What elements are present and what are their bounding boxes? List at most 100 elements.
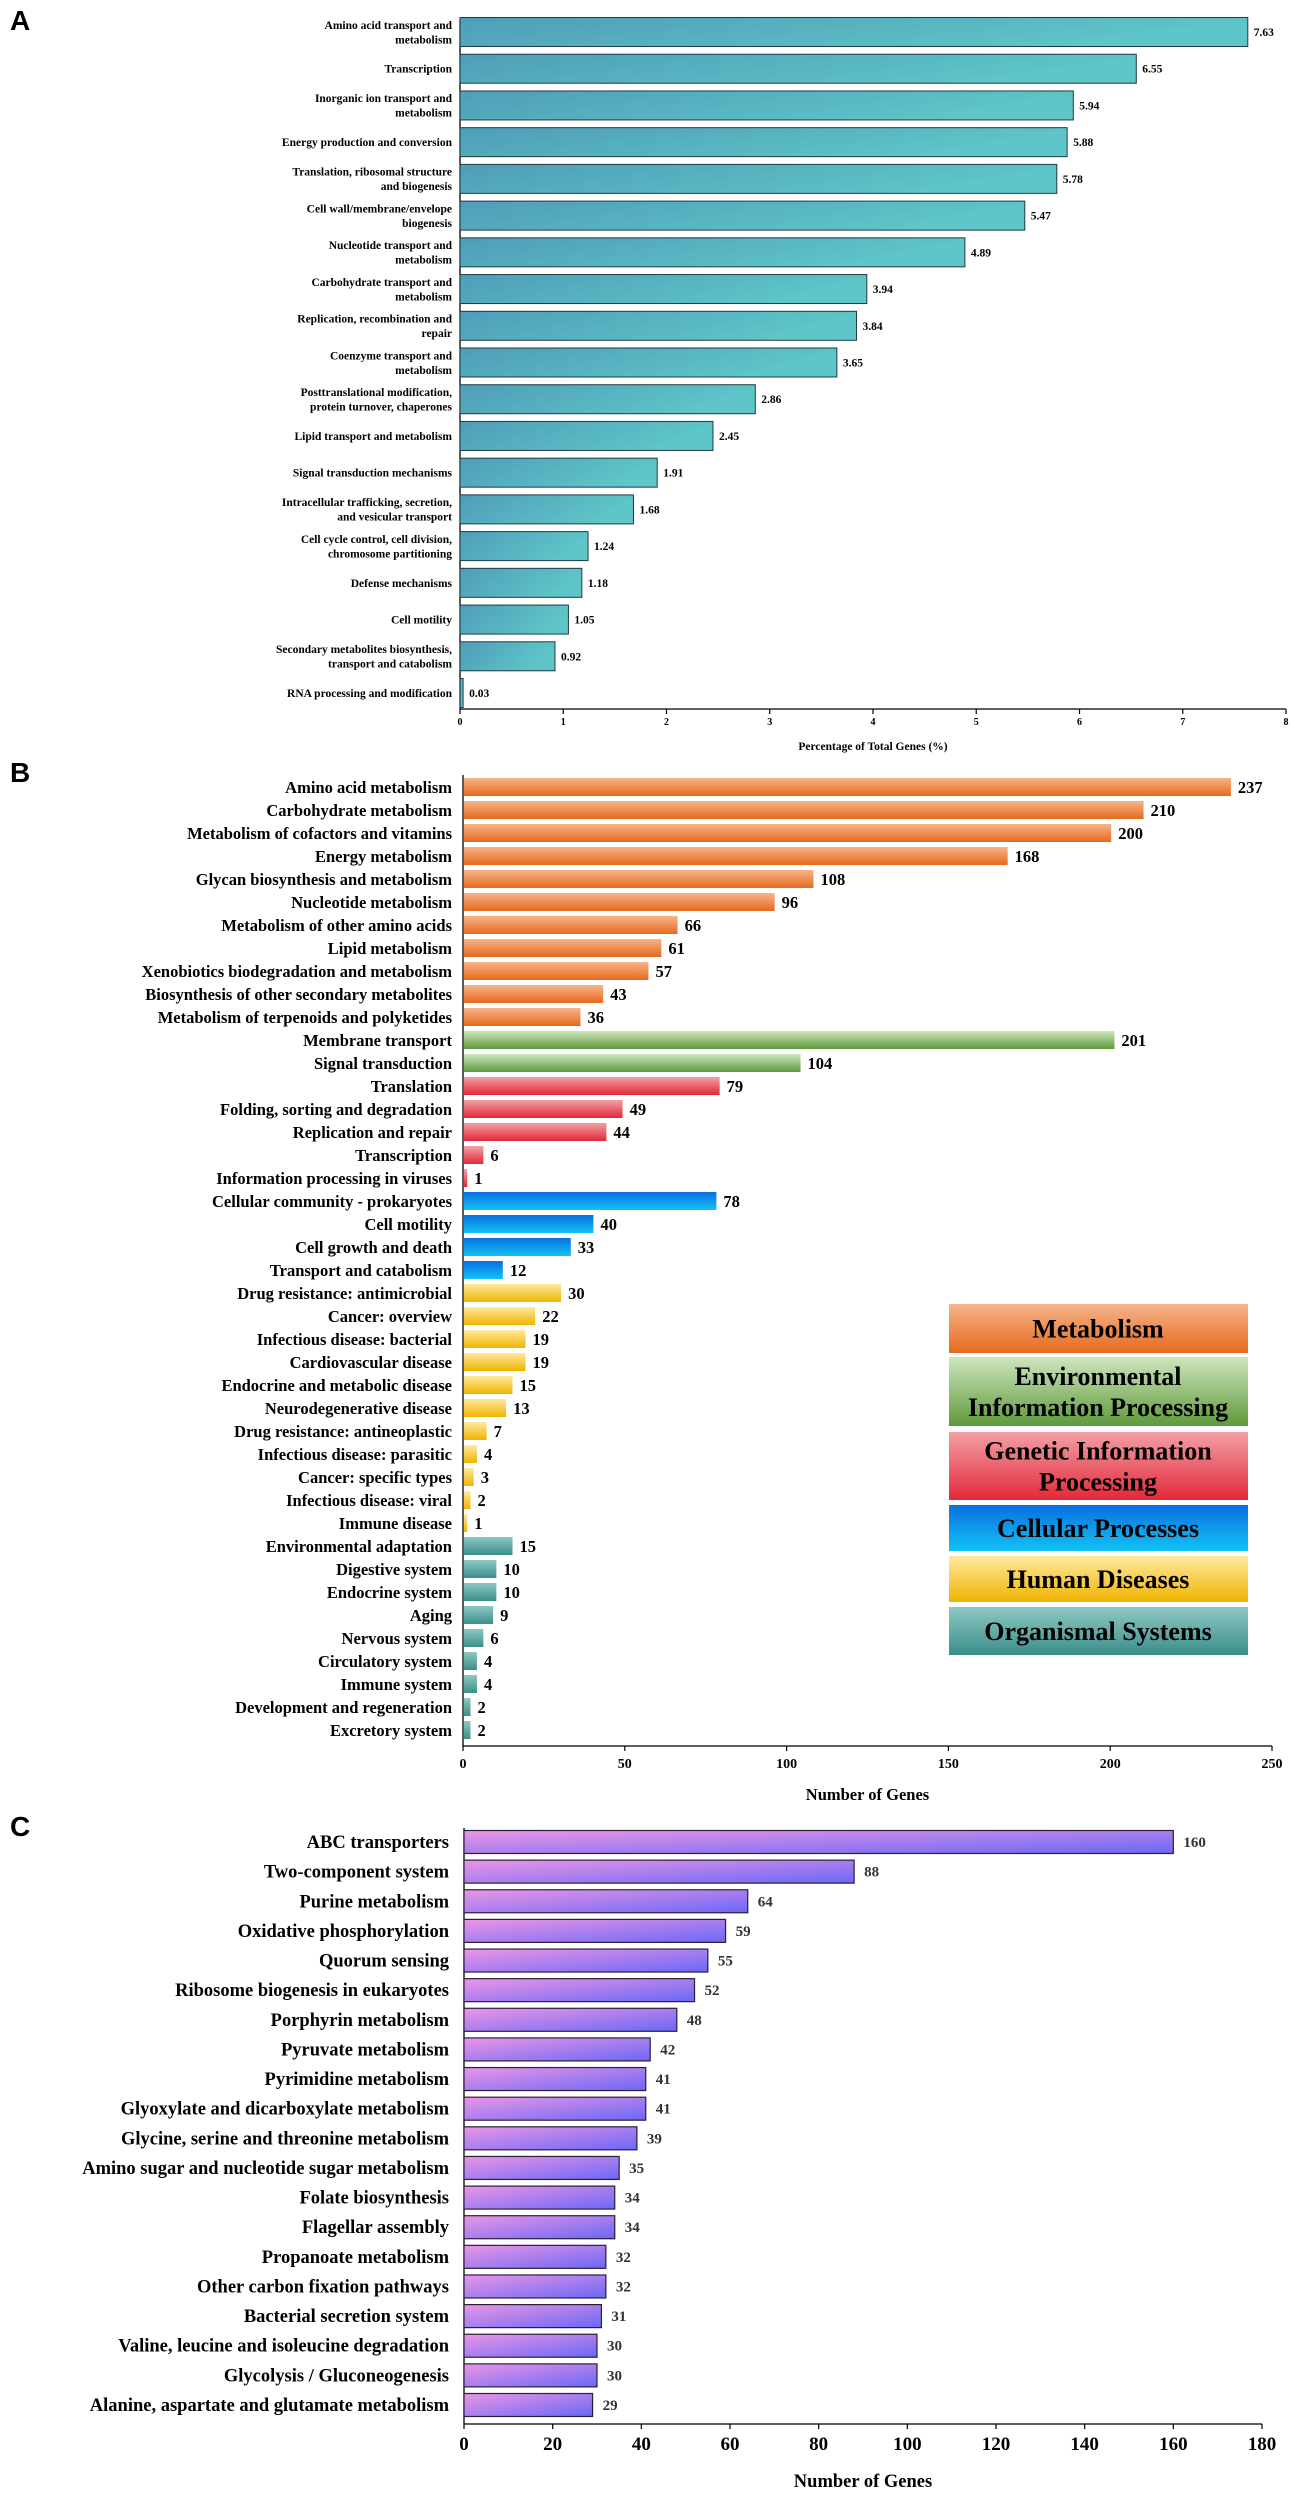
data-label: 30 [568,1284,585,1303]
x-tick-label: 8 [1284,717,1289,728]
x-tick-label: 7 [1180,717,1185,728]
category-label: Development and regeneration [235,1698,452,1717]
bar [463,2037,651,2062]
data-label: 2 [477,1491,485,1510]
category-label: Coenzyme transport and [330,350,453,362]
data-label: 59 [736,1924,751,1940]
data-label: 5.94 [1079,100,1099,112]
bar [464,1307,536,1325]
category-label: Information processing in viruses [216,1169,452,1188]
data-label: 3.65 [843,358,863,370]
bar [459,53,1137,84]
data-label: 96 [782,893,799,912]
data-label: 7 [494,1422,502,1441]
bar [464,1606,494,1624]
x-tick-label: 100 [893,2434,922,2455]
x-tick-label: 2 [664,717,669,728]
bar [464,1123,607,1141]
data-label: 78 [723,1192,740,1211]
category-label: Pyrimidine metabolism [265,2070,450,2090]
category-label: ABC transporters [307,1833,449,1853]
bar [464,893,775,911]
category-label: Cell growth and death [295,1238,452,1257]
bar [459,457,658,488]
data-label: 168 [1015,847,1040,866]
data-label: 1.68 [639,504,659,516]
data-label: 35 [629,2161,644,2177]
data-label: 6.55 [1142,64,1162,76]
data-label: 79 [727,1077,744,1096]
data-label: 1 [474,1169,482,1188]
data-label: 0.03 [469,688,489,700]
category-label: Transcription [384,64,452,76]
category-label: protein turnover, chaperones [310,401,452,413]
bar [459,678,464,708]
category-label: Circulatory system [318,1652,452,1671]
data-label: 41 [656,2102,671,2118]
category-label: Ribosome biogenesis in eukaryotes [175,1981,449,2001]
category-label: Immune system [341,1675,453,1694]
category-label: Glycan biosynthesis and metabolism [196,870,453,889]
category-label: Signal transduction mechanisms [293,468,453,480]
bar [463,1978,696,2003]
data-label: 48 [687,2013,702,2029]
category-label: and biogenesis [381,181,453,193]
data-label: 13 [513,1399,530,1418]
category-label: Signal transduction [314,1054,452,1073]
bar [464,870,814,888]
data-label: 0.92 [561,651,581,663]
x-tick-label: 200 [1100,1757,1121,1772]
category-label: Nucleotide metabolism [291,893,452,912]
bar [463,2007,678,2032]
category-label: metabolism [395,365,452,377]
x-tick-label: 180 [1248,2434,1277,2455]
category-label: Alanine, aspartate and glutamate metabol… [90,2396,450,2416]
category-label: Purine metabolism [299,1892,449,1912]
bar [464,1468,474,1486]
category-label: biogenesis [402,218,452,230]
data-label: 52 [705,1983,720,1999]
data-label: 10 [503,1560,520,1579]
category-label: Neurodegenerative disease [265,1399,452,1418]
category-label: Energy metabolism [315,847,452,866]
bar [463,2066,647,2092]
category-label: Infectious disease: parasitic [258,1445,452,1464]
x-tick-label: 20 [543,2434,562,2455]
x-tick-label: 1 [561,717,566,728]
data-label: 3.84 [862,321,882,333]
bar [464,1353,526,1371]
bar [464,939,662,957]
bar [464,801,1144,819]
x-tick-label: 60 [721,2434,740,2455]
category-label: Infectious disease: bacterial [257,1330,453,1349]
bar [464,778,1231,796]
category-label: Translation [371,1077,452,1096]
bar [464,1192,717,1210]
x-tick-label: 140 [1070,2434,1099,2455]
data-label: 32 [616,2250,631,2266]
data-label: 2.86 [761,394,781,406]
data-label: 39 [647,2131,662,2147]
data-label: 22 [542,1307,559,1326]
data-label: 2.45 [719,431,739,443]
bar [463,1918,727,1943]
bar [463,2392,594,2418]
legend-label: Cellular Processes [997,1514,1199,1543]
data-label: 4 [484,1445,492,1464]
legend-swatch [949,1556,1248,1602]
x-tick-label: 4 [871,717,876,728]
category-label: metabolism [395,34,452,46]
bar [463,2363,598,2388]
x-tick-label: 40 [632,2434,651,2455]
x-tick-label: 150 [938,1757,959,1772]
data-label: 108 [820,870,845,889]
category-label: and vesicular transport [337,512,452,524]
data-label: 201 [1121,1031,1146,1050]
category-label: Endocrine system [327,1583,452,1602]
category-label: Quorum sensing [319,1952,450,1972]
data-label: 34 [625,2191,641,2207]
data-label: 41 [656,2072,671,2088]
category-label: Aging [410,1606,453,1625]
category-label: transport and catabolism [328,659,452,671]
